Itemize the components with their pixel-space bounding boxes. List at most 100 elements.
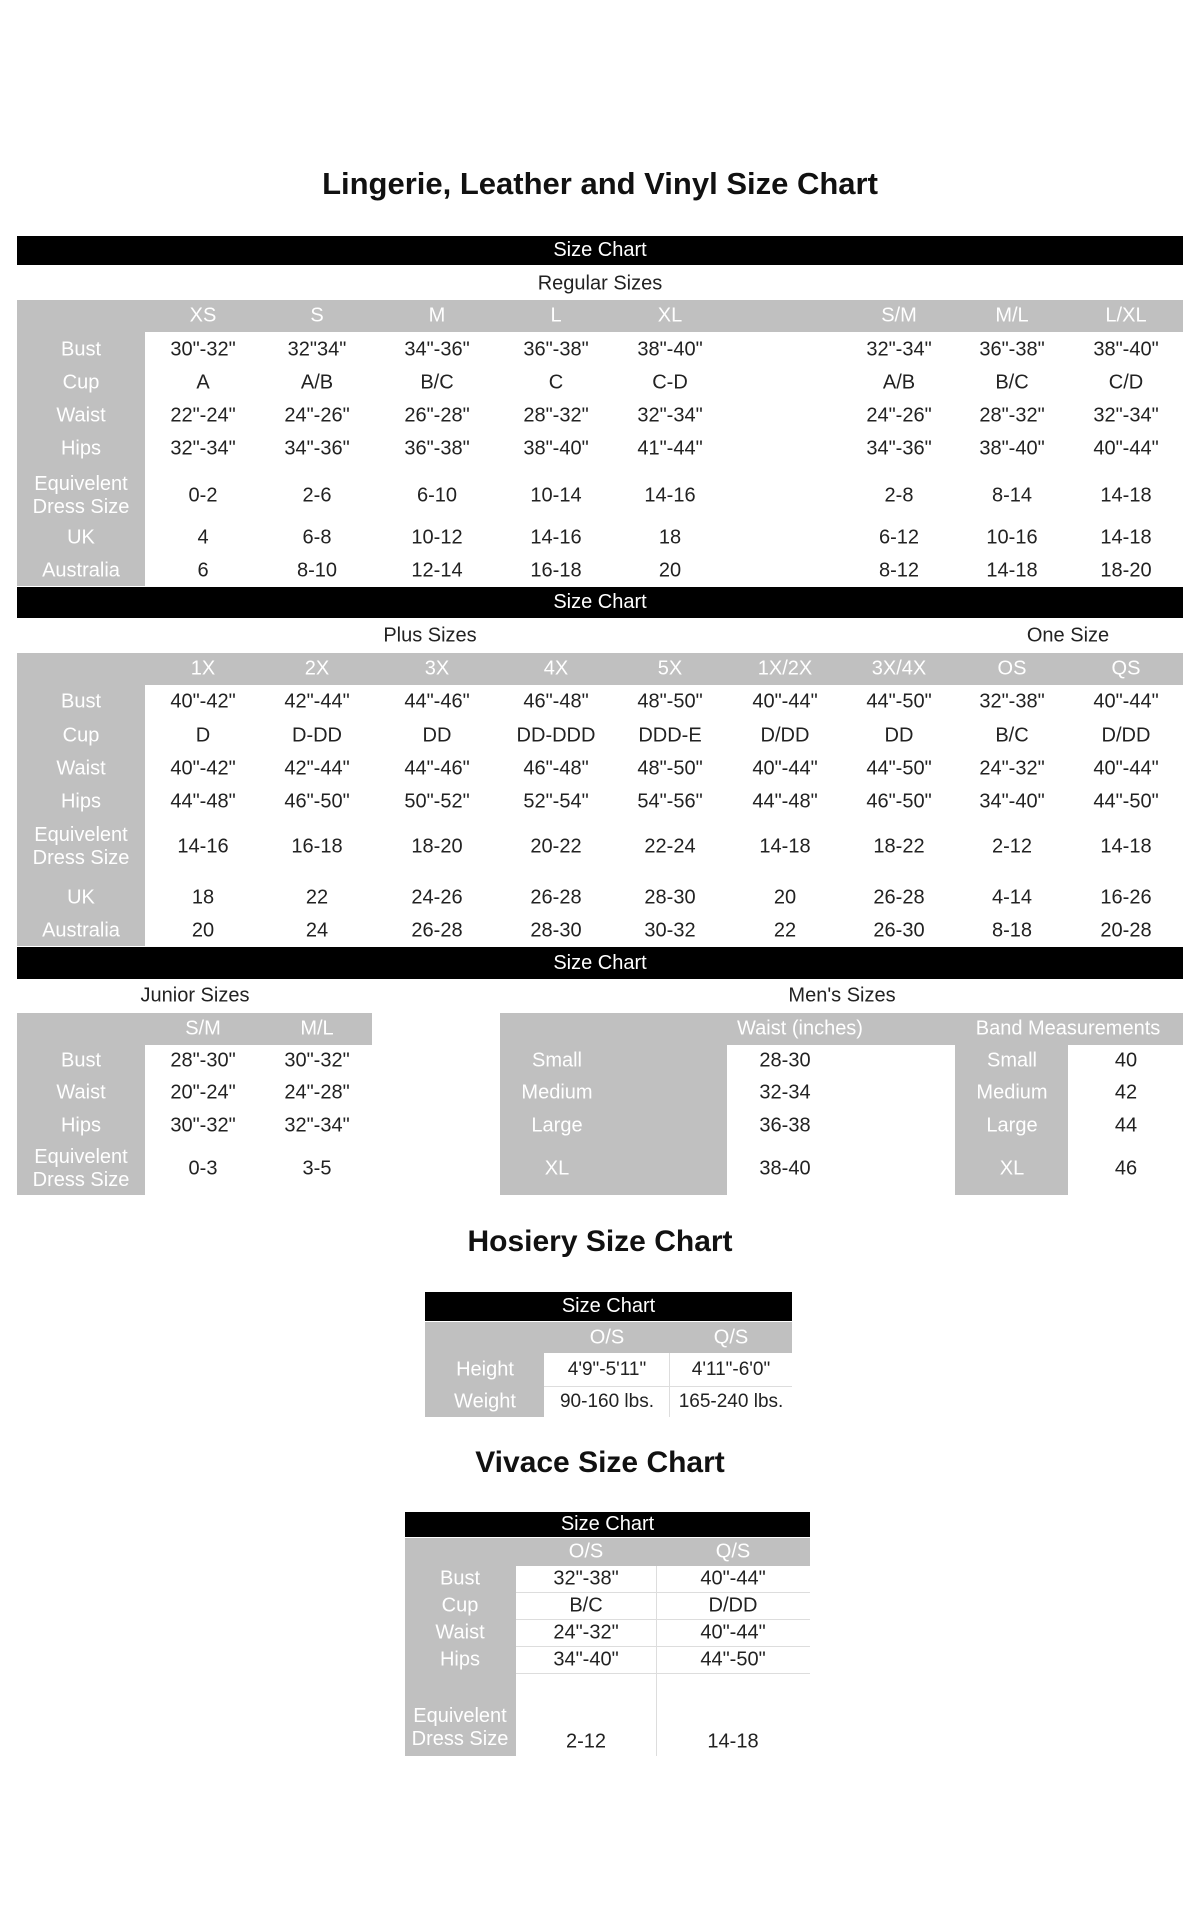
row-label: Bust [60, 690, 102, 713]
row-label: XL [999, 1157, 1025, 1180]
table-cell: 44"-46" [404, 757, 470, 780]
table-cell: 32"-34" [866, 338, 932, 361]
table-cell: 14-16 [530, 526, 582, 549]
table-cell: B/C [995, 724, 1029, 747]
table-cell: A/B [882, 371, 916, 394]
row-label: Small [531, 1049, 583, 1072]
table-cell: 38"-40" [979, 437, 1045, 460]
table-cell: 42 [1114, 1081, 1138, 1104]
table-cell: 10-12 [411, 526, 463, 549]
junior-label-column [17, 1013, 145, 1195]
regular-label-column [17, 300, 145, 586]
table-cell: 36-38 [759, 1114, 811, 1137]
column-header: 3X [424, 657, 450, 680]
size-chart-bar: Size Chart [17, 587, 1183, 618]
plus-label-column [17, 653, 145, 946]
size-chart-bar: Size Chart [17, 236, 1183, 265]
table-cell: 18 [191, 886, 215, 909]
row-label: Waist [435, 1621, 485, 1644]
table-cell: 2-12 [565, 1730, 607, 1753]
table-cell: 38"-40" [523, 437, 589, 460]
table-cell: 46"-48" [523, 690, 589, 713]
table-cell: 36"-38" [979, 338, 1045, 361]
table-cell: 2-6 [302, 484, 332, 507]
table-cell: 30-32 [644, 919, 696, 942]
size-chart-bar: Size Chart [17, 947, 1183, 979]
table-cell: D/DD [760, 724, 810, 747]
table-cell: 24"-26" [866, 404, 932, 427]
table-cell: 44"-50" [1093, 790, 1159, 813]
table-cell: 8-18 [991, 919, 1033, 942]
table-cell: 2-8 [884, 484, 914, 507]
column-header: 5X [657, 657, 683, 680]
column-header: L [550, 304, 562, 327]
table-cell: 44"-48" [170, 790, 236, 813]
column-header: M/L [995, 304, 1029, 327]
table-cell: 46"-50" [284, 790, 350, 813]
table-cell: 32-34 [759, 1081, 811, 1104]
mens-sizes-subtitle: Men's Sizes [788, 984, 896, 1007]
table-cell: 0-3 [188, 1157, 218, 1180]
table-cell: 38-40 [759, 1157, 811, 1180]
waist-header: Waist (inches) [737, 1017, 863, 1040]
table-cell: 40"-44" [700, 1621, 766, 1644]
column-header: Q/S [713, 1326, 749, 1349]
divider [516, 1619, 810, 1620]
table-cell: 20 [658, 559, 682, 582]
one-size-subtitle: One Size [1026, 624, 1110, 647]
table-cell: 38"-40" [1093, 338, 1159, 361]
table-cell: 20-22 [530, 835, 582, 858]
table-cell: 14-18 [759, 835, 811, 858]
table-cell: 24"-32" [553, 1621, 619, 1644]
table-cell: 24 [305, 919, 329, 942]
table-cell: 16-26 [1100, 886, 1152, 909]
column-header: 4X [543, 657, 569, 680]
table-cell: 44"-50" [866, 690, 932, 713]
row-label: XL [544, 1157, 570, 1180]
table-cell: 24"-28" [284, 1081, 350, 1104]
table-cell: 34"-36" [284, 437, 350, 460]
row-label: Hips [60, 1114, 102, 1137]
table-cell: 12-14 [411, 559, 463, 582]
table-cell: 18-22 [873, 835, 925, 858]
row-label: Bust [60, 338, 102, 361]
table-cell: 14-18 [707, 1730, 759, 1753]
table-cell: 16-18 [291, 835, 343, 858]
table-cell: 26"-28" [404, 404, 470, 427]
table-cell: 28"-32" [523, 404, 589, 427]
column-header: M/L [300, 1017, 334, 1040]
hosiery-label-column [425, 1322, 544, 1417]
table-cell: 42"-44" [284, 757, 350, 780]
divider [656, 1566, 657, 1756]
divider [516, 1592, 810, 1593]
table-cell: 2-12 [991, 835, 1033, 858]
table-cell: 44"-50" [700, 1648, 766, 1671]
table-cell: 26-28 [873, 886, 925, 909]
column-header: S/M [185, 1017, 221, 1040]
table-cell: 28-30 [530, 919, 582, 942]
column-header: XL [657, 304, 683, 327]
row-label: Australia [42, 559, 120, 582]
table-cell: 42"-44" [284, 690, 350, 713]
table-cell: 32"-38" [553, 1567, 619, 1590]
table-cell: 54"-56" [637, 790, 703, 813]
row-label: Bust [60, 1049, 102, 1072]
table-cell: 26-28 [530, 886, 582, 909]
table-cell: 32"34" [287, 338, 347, 361]
table-cell: 50"-52" [404, 790, 470, 813]
table-cell: 28"-30" [170, 1049, 236, 1072]
row-label-equivalent-dress-size: Equivelent Dress Size [32, 1146, 130, 1191]
table-cell: 14-18 [1100, 835, 1152, 858]
column-header: Q/S [715, 1540, 751, 1563]
table-cell: 40"-44" [752, 690, 818, 713]
table-cell: 46 [1114, 1157, 1138, 1180]
row-label: Hips [60, 437, 102, 460]
divider [516, 1646, 810, 1647]
table-cell: 3-5 [302, 1157, 332, 1180]
table-cell: 14-16 [177, 835, 229, 858]
size-chart-bar: Size Chart [425, 1292, 792, 1321]
column-header: 1X [190, 657, 216, 680]
table-cell: 44"-48" [752, 790, 818, 813]
table-cell: 14-18 [1100, 526, 1152, 549]
